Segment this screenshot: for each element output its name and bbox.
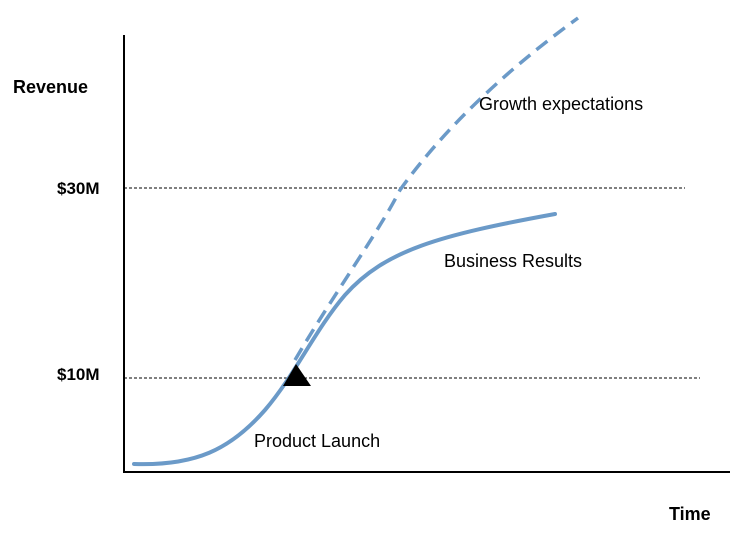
business-results-label: Business Results — [444, 251, 582, 271]
business-results-curve — [132, 212, 557, 467]
level-label-10m: $10M — [57, 365, 100, 384]
level-label-30m: $30M — [57, 179, 100, 198]
triangle-marker-icon — [283, 364, 311, 386]
y-axis-label: Revenue — [13, 77, 88, 97]
x-axis-label: Time — [669, 504, 711, 524]
growth-expectations-label: Growth expectations — [479, 94, 643, 114]
product-launch-label: Product Launch — [254, 431, 380, 451]
growth-expectations-curve — [293, 16, 580, 361]
